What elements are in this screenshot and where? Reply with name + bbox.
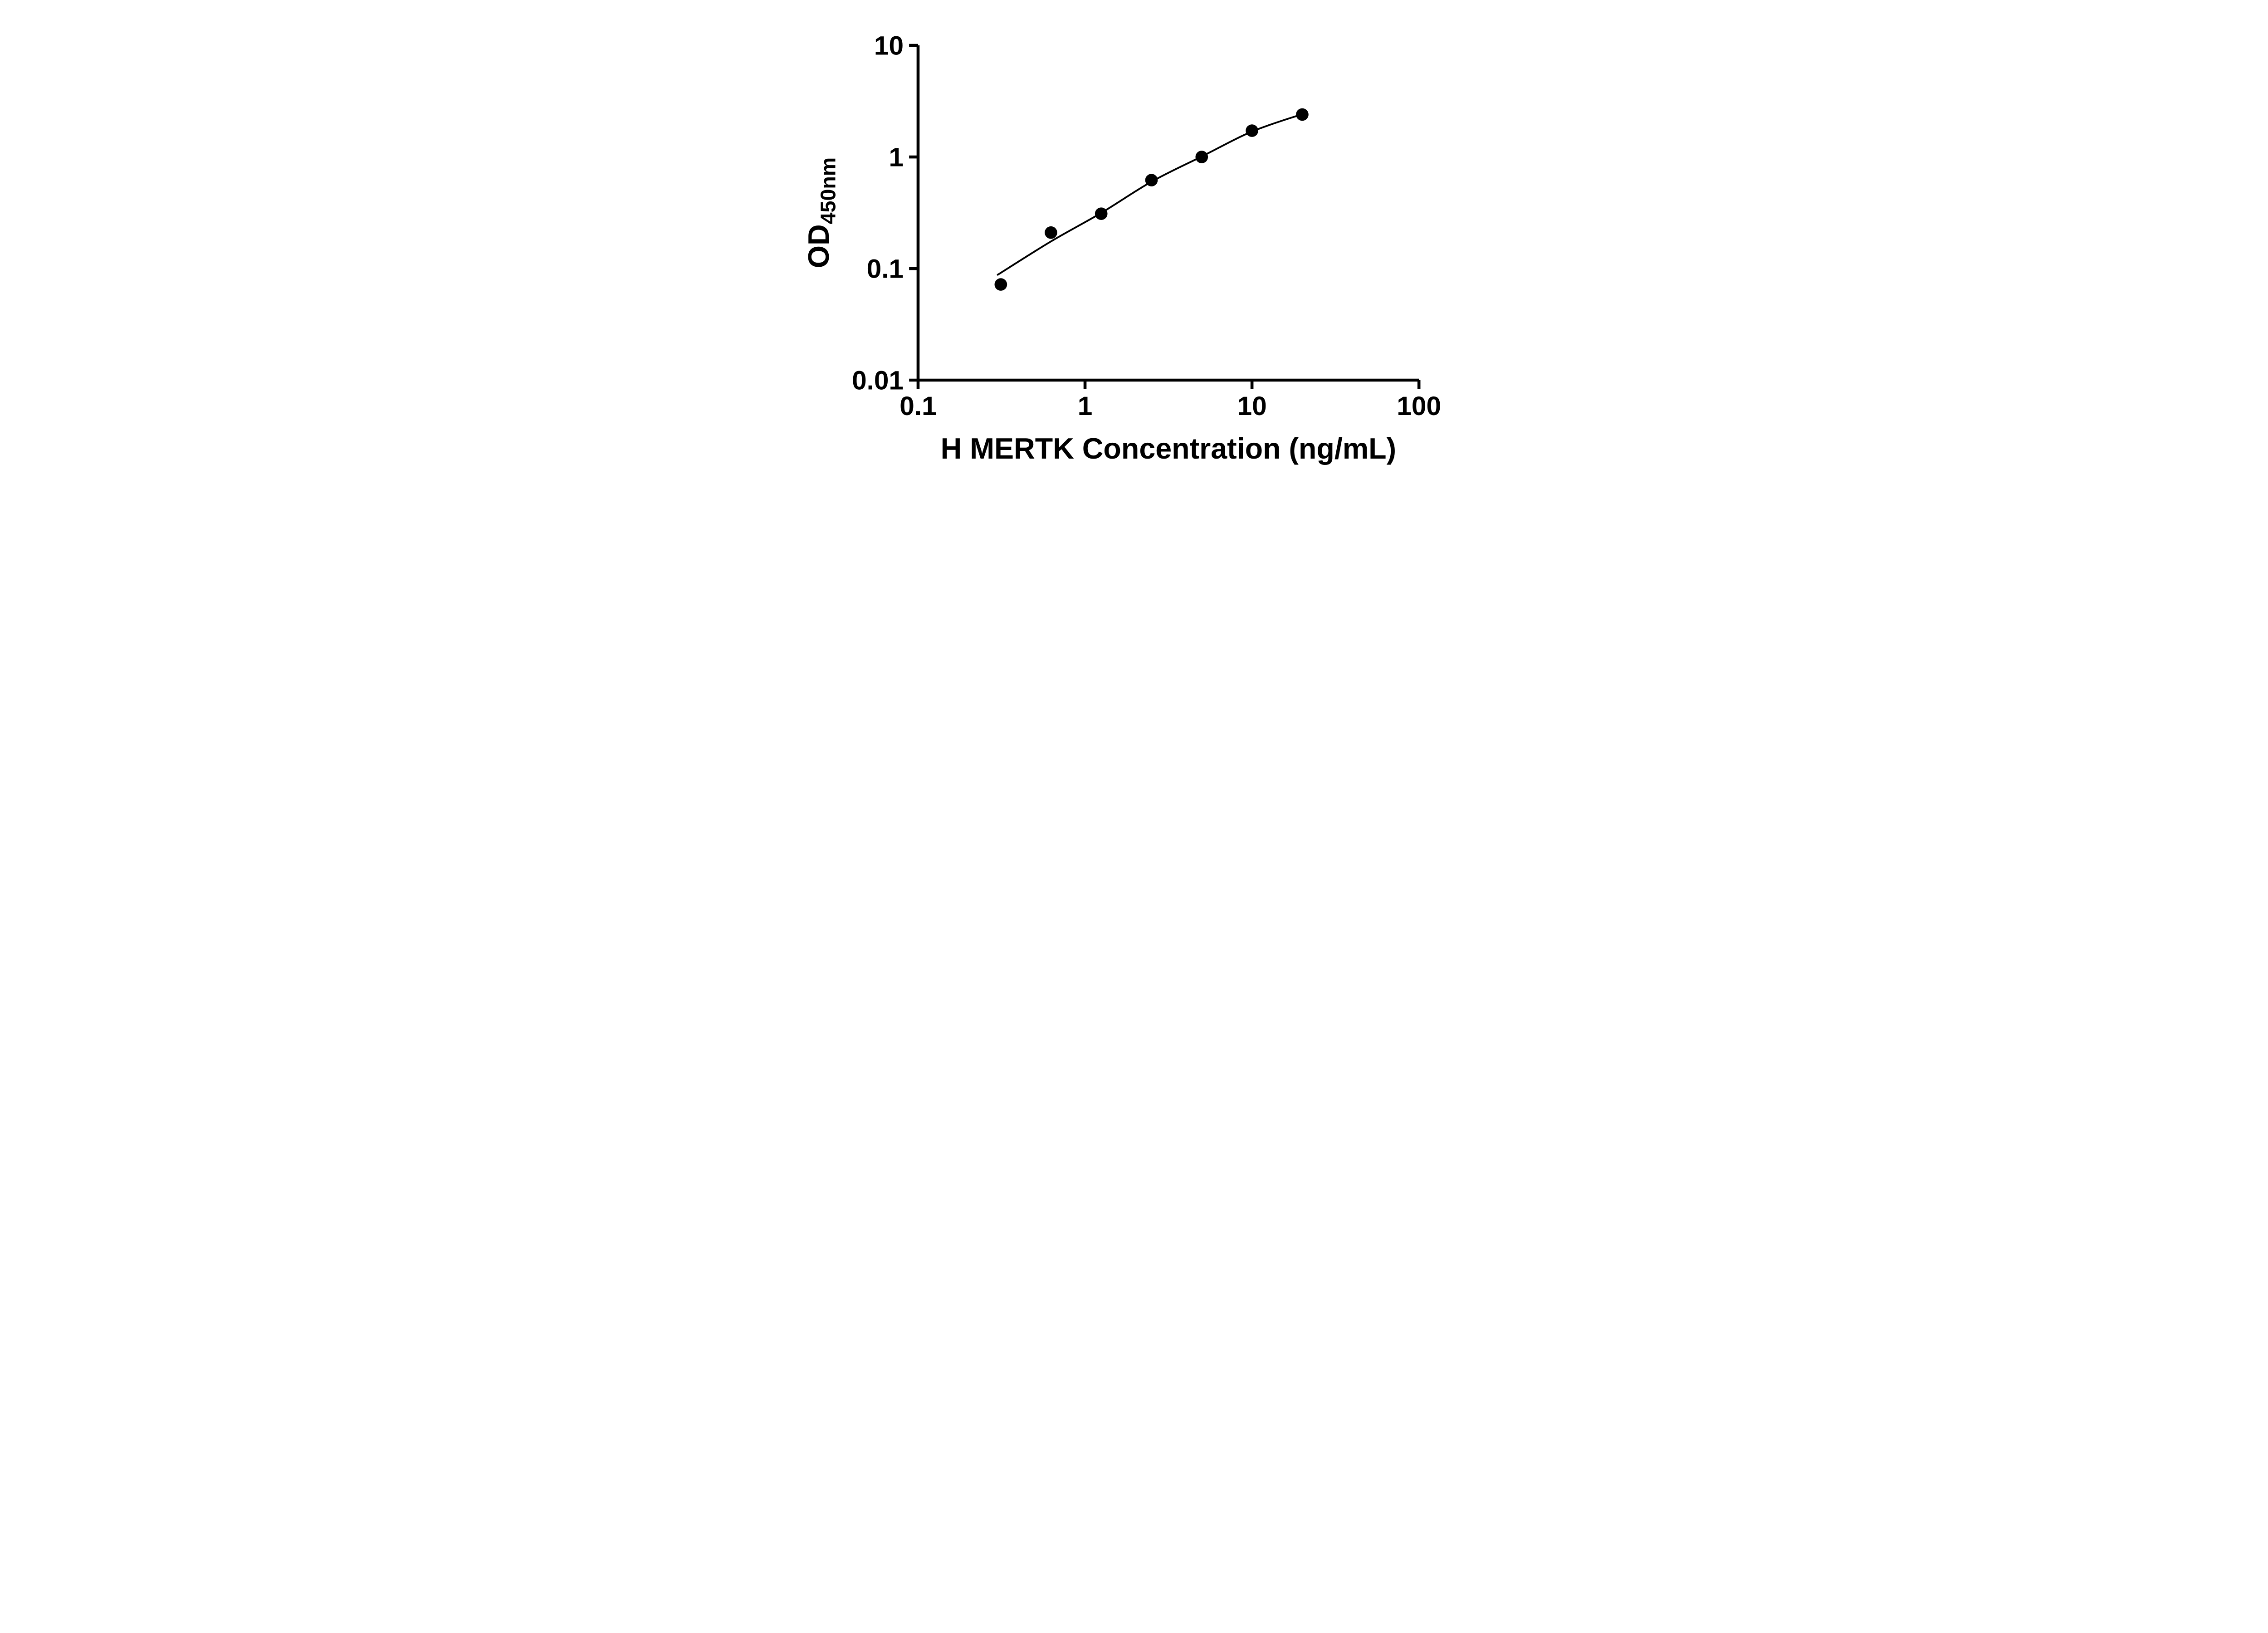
data-point	[994, 278, 1007, 291]
data-points	[994, 108, 1309, 291]
y-tick-label: 0.1	[866, 254, 903, 284]
y-axis-title-subscript: 450nm	[816, 157, 840, 225]
axes	[916, 45, 1419, 382]
data-point	[1195, 151, 1208, 163]
x-tick-label: 10	[1237, 391, 1266, 421]
data-point	[1095, 207, 1108, 220]
data-point	[1044, 226, 1057, 239]
data-point	[1295, 108, 1309, 121]
y-tick-label: 0.01	[852, 366, 904, 395]
y-axis-title: OD450nm	[802, 157, 840, 268]
axis-ticks	[909, 44, 1420, 389]
x-axis-title: H MERTK Concentration (ng/mL)	[940, 432, 1396, 465]
x-tick-label: 1	[1077, 391, 1092, 421]
x-tick-label: 100	[1397, 391, 1441, 421]
chart-container: 0.1 1 10 100 0.01 0.1 1 10 H MERTK Concentratio…	[783, 0, 1485, 491]
y-tick-label: 10	[874, 31, 903, 60]
x-tick-label: 0.1	[899, 391, 936, 421]
data-point	[1145, 174, 1158, 186]
fit-curve-line	[997, 113, 1303, 276]
data-point	[1245, 124, 1258, 137]
y-axis-title-main: OD	[802, 224, 835, 268]
y-tick-label: 1	[889, 142, 904, 172]
